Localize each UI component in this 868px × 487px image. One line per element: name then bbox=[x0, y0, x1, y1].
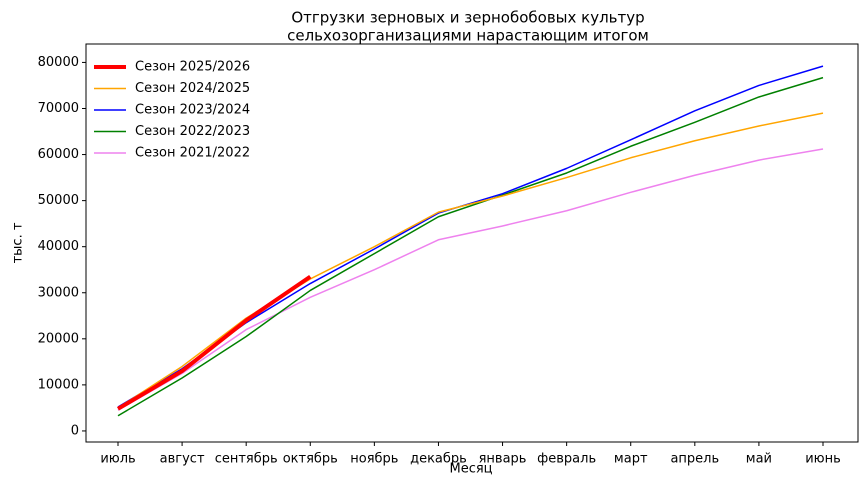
y-axis-label: тыс. т bbox=[11, 222, 26, 263]
x-tick-label: август bbox=[160, 452, 205, 467]
legend-label: Сезон 2023/2024 bbox=[135, 103, 250, 118]
series-line bbox=[117, 76, 824, 417]
chart-title: сельхозорганизациями нарастающим итогом bbox=[287, 27, 649, 45]
x-tick-label: сентябрь bbox=[215, 452, 278, 467]
y-tick-label: 30000 bbox=[38, 285, 79, 300]
x-tick-label: апрель bbox=[670, 452, 719, 467]
legend-label: Сезон 2025/2026 bbox=[135, 60, 250, 75]
x-tick-label: май bbox=[746, 452, 772, 467]
x-tick-label: ноябрь bbox=[350, 452, 398, 467]
y-tick-label: 50000 bbox=[38, 193, 79, 208]
series-line bbox=[117, 112, 824, 409]
y-tick-label: 40000 bbox=[38, 239, 79, 254]
x-tick-label: декабрь bbox=[410, 452, 467, 467]
x-tick-label: март bbox=[614, 452, 648, 467]
y-tick-label: 0 bbox=[71, 423, 79, 438]
legend-label: Сезон 2024/2025 bbox=[135, 81, 250, 96]
legend-label: Сезон 2022/2023 bbox=[135, 124, 250, 139]
chart-title: Отгрузки зерновых и зернобобовых культур bbox=[291, 9, 644, 27]
y-tick-label: 10000 bbox=[38, 377, 79, 392]
y-tick-label: 70000 bbox=[38, 101, 79, 116]
x-axis-label: Месяц bbox=[449, 462, 492, 477]
legend-label: Сезон 2021/2022 bbox=[135, 146, 250, 161]
x-tick-label: февраль bbox=[537, 452, 596, 467]
y-tick-label: 20000 bbox=[38, 331, 79, 346]
x-tick-label: июль bbox=[100, 452, 135, 467]
x-tick-label: июнь bbox=[805, 452, 841, 467]
series-line bbox=[117, 148, 824, 411]
y-tick-label: 60000 bbox=[38, 147, 79, 162]
plot-frame bbox=[85, 43, 859, 443]
x-tick-label: октябрь bbox=[283, 452, 338, 467]
x-tick-label: январь bbox=[479, 452, 527, 467]
y-tick-label: 80000 bbox=[38, 55, 79, 70]
series-line bbox=[116, 274, 312, 411]
